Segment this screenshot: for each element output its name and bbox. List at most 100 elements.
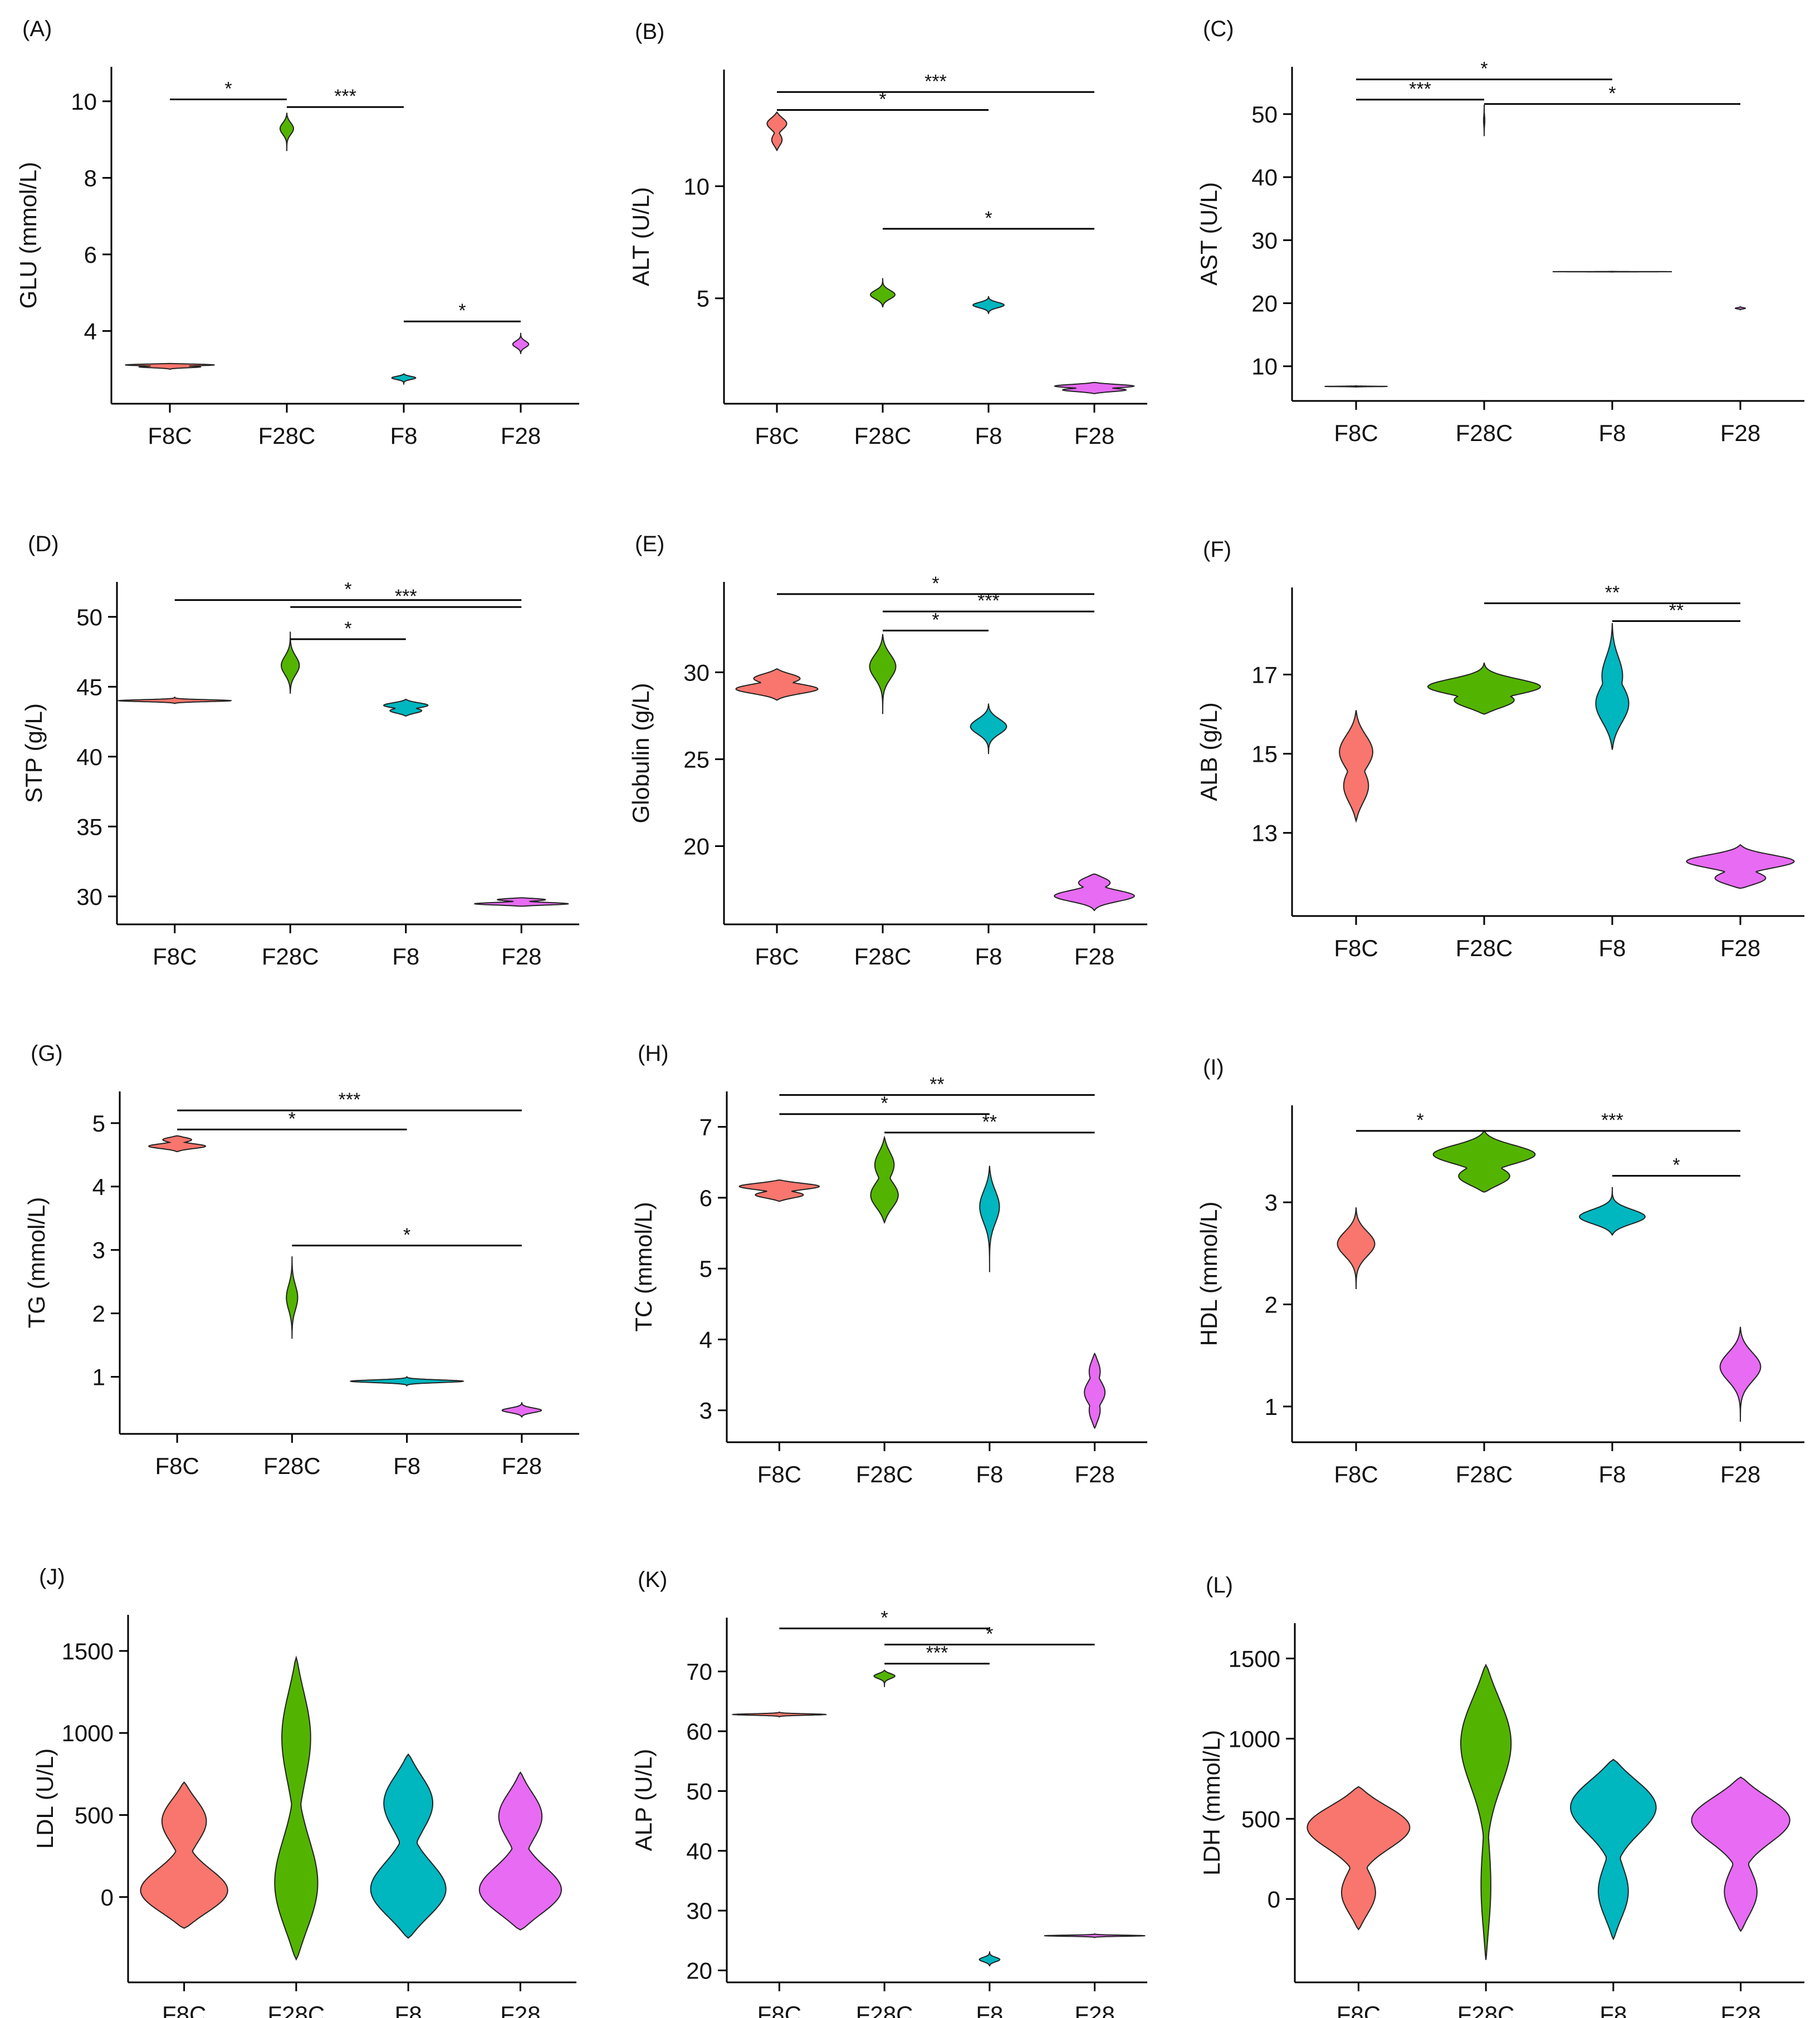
x-tick-label: F28	[1074, 423, 1114, 449]
x-tick-label: F28C	[258, 423, 316, 449]
violin-f28c	[870, 278, 896, 307]
x-tick-label: F28C	[854, 943, 912, 969]
x-tick-label: F28	[1074, 1461, 1114, 1487]
violin-f28c	[286, 1256, 299, 1339]
x-tick-label: F8	[1599, 2001, 1627, 2018]
y-tick-label: 0	[1268, 1886, 1280, 1912]
significance-label: *	[1480, 58, 1488, 80]
violin-f28c	[1460, 1663, 1512, 1960]
y-axis-label: LDH (mmol/L)	[1198, 1730, 1225, 1875]
violin-f28	[1735, 306, 1746, 311]
x-tick-label: F8	[1598, 1461, 1626, 1487]
x-tick-label: F8	[1598, 935, 1626, 961]
x-tick-label: F28	[1720, 935, 1760, 961]
violin-f8	[1595, 623, 1630, 750]
y-tick-label: 3	[1265, 1189, 1278, 1216]
x-tick-label: F8C	[1334, 1461, 1378, 1487]
violin-f8c	[1337, 1207, 1376, 1289]
y-tick-label: 60	[686, 1718, 712, 1745]
violin-f28	[1054, 873, 1135, 912]
x-tick-label: F8C	[757, 2001, 801, 2018]
violin-f28c	[1483, 104, 1486, 136]
x-tick-label: F28	[500, 2001, 540, 2018]
y-tick-label: 20	[686, 1958, 712, 1984]
x-tick-label: F28C	[856, 1461, 913, 1487]
y-tick-label: 7	[699, 1114, 712, 1140]
panel-j: (J) 0 500 1000 1500 LDL (U/L) F8C F28C F8 F28	[32, 1565, 576, 2018]
y-axis-label: TG (mmol/L)	[23, 1197, 50, 1329]
panel-label: (C)	[1203, 17, 1234, 41]
y-tick-label: 4	[84, 318, 97, 344]
y-tick-label: 10	[683, 173, 710, 199]
significance-label: *	[288, 1108, 296, 1129]
violin-f8c	[1307, 1786, 1411, 1931]
violin-f8c	[148, 1135, 207, 1153]
significance-label: *	[986, 1623, 993, 1644]
violin-f8	[1579, 1187, 1646, 1236]
violin-f28	[1084, 1352, 1106, 1429]
x-tick-label: F8	[395, 2001, 422, 2018]
x-tick-label: F28	[1074, 2001, 1114, 2018]
x-tick-label: F8C	[153, 943, 197, 969]
significance-label: ***	[395, 586, 417, 607]
y-axis-label: Globulin (g/L)	[628, 683, 654, 823]
violin-f28	[1686, 844, 1795, 889]
x-tick-label: F8C	[757, 1461, 801, 1487]
x-tick-label: F28C	[1457, 2001, 1515, 2018]
panel-l: (L) 0 500 1000 1500 LDH (mmol/L) F8C F28C F8 F28	[1198, 1573, 1804, 2018]
y-tick-label: 40	[686, 1838, 712, 1864]
y-tick-label: 8	[84, 165, 97, 191]
y-tick-label: 50	[1251, 101, 1278, 128]
y-tick-label: 17	[1251, 662, 1278, 688]
y-tick-label: 15	[1251, 741, 1278, 767]
violin-f28	[501, 1402, 542, 1418]
x-tick-label: F28C	[268, 2001, 325, 2018]
x-tick-label: F8C	[155, 1453, 199, 1479]
violin-f28c	[873, 1669, 896, 1687]
x-tick-label: F28	[502, 1453, 542, 1479]
violin-f8c	[735, 668, 819, 701]
x-tick-label: F28C	[1456, 420, 1513, 446]
violin-f28c	[870, 1135, 899, 1224]
violin-f28	[478, 1771, 562, 1931]
x-tick-label: F8	[1598, 420, 1626, 446]
y-tick-label: 5	[699, 1256, 712, 1282]
significance-label: *	[1608, 83, 1616, 104]
significance-label: *	[985, 208, 992, 229]
y-tick-label: 50	[686, 1778, 712, 1804]
violin-f8	[349, 1375, 464, 1387]
x-tick-label: F8C	[148, 423, 192, 449]
x-tick-label: F8C	[1337, 2001, 1381, 2018]
violin-f28	[1691, 1776, 1790, 1932]
panel-label: (E)	[635, 532, 664, 556]
significance-label: ***	[1601, 1110, 1623, 1131]
violin-f8	[370, 1753, 447, 1939]
significance-label: *	[932, 573, 939, 594]
violin-f8	[970, 703, 1007, 755]
significance-label: *	[881, 1093, 888, 1114]
violin-f8c	[1324, 385, 1388, 388]
y-tick-label: 70	[686, 1659, 712, 1685]
significance-label: ***	[334, 86, 356, 107]
panel-label: (L)	[1206, 1573, 1233, 1598]
y-tick-label: 5	[92, 1110, 105, 1137]
violin-f8	[979, 1951, 1001, 1967]
y-tick-label: 35	[76, 814, 102, 840]
violin-f8c	[140, 1781, 228, 1929]
significance-label: *	[344, 618, 351, 639]
y-tick-label: 25	[683, 746, 710, 772]
significance-label: *	[344, 579, 351, 600]
violin-f28	[512, 332, 530, 354]
y-axis-label: ALP (U/L)	[630, 1749, 657, 1852]
y-tick-label: 2	[1265, 1292, 1278, 1318]
x-tick-label: F8	[975, 423, 1002, 449]
x-tick-label: F28C	[1456, 935, 1513, 961]
y-axis-label: HDL (mmol/L)	[1196, 1202, 1222, 1346]
significance-label: *	[881, 1607, 888, 1628]
y-tick-label: 2	[92, 1301, 105, 1327]
